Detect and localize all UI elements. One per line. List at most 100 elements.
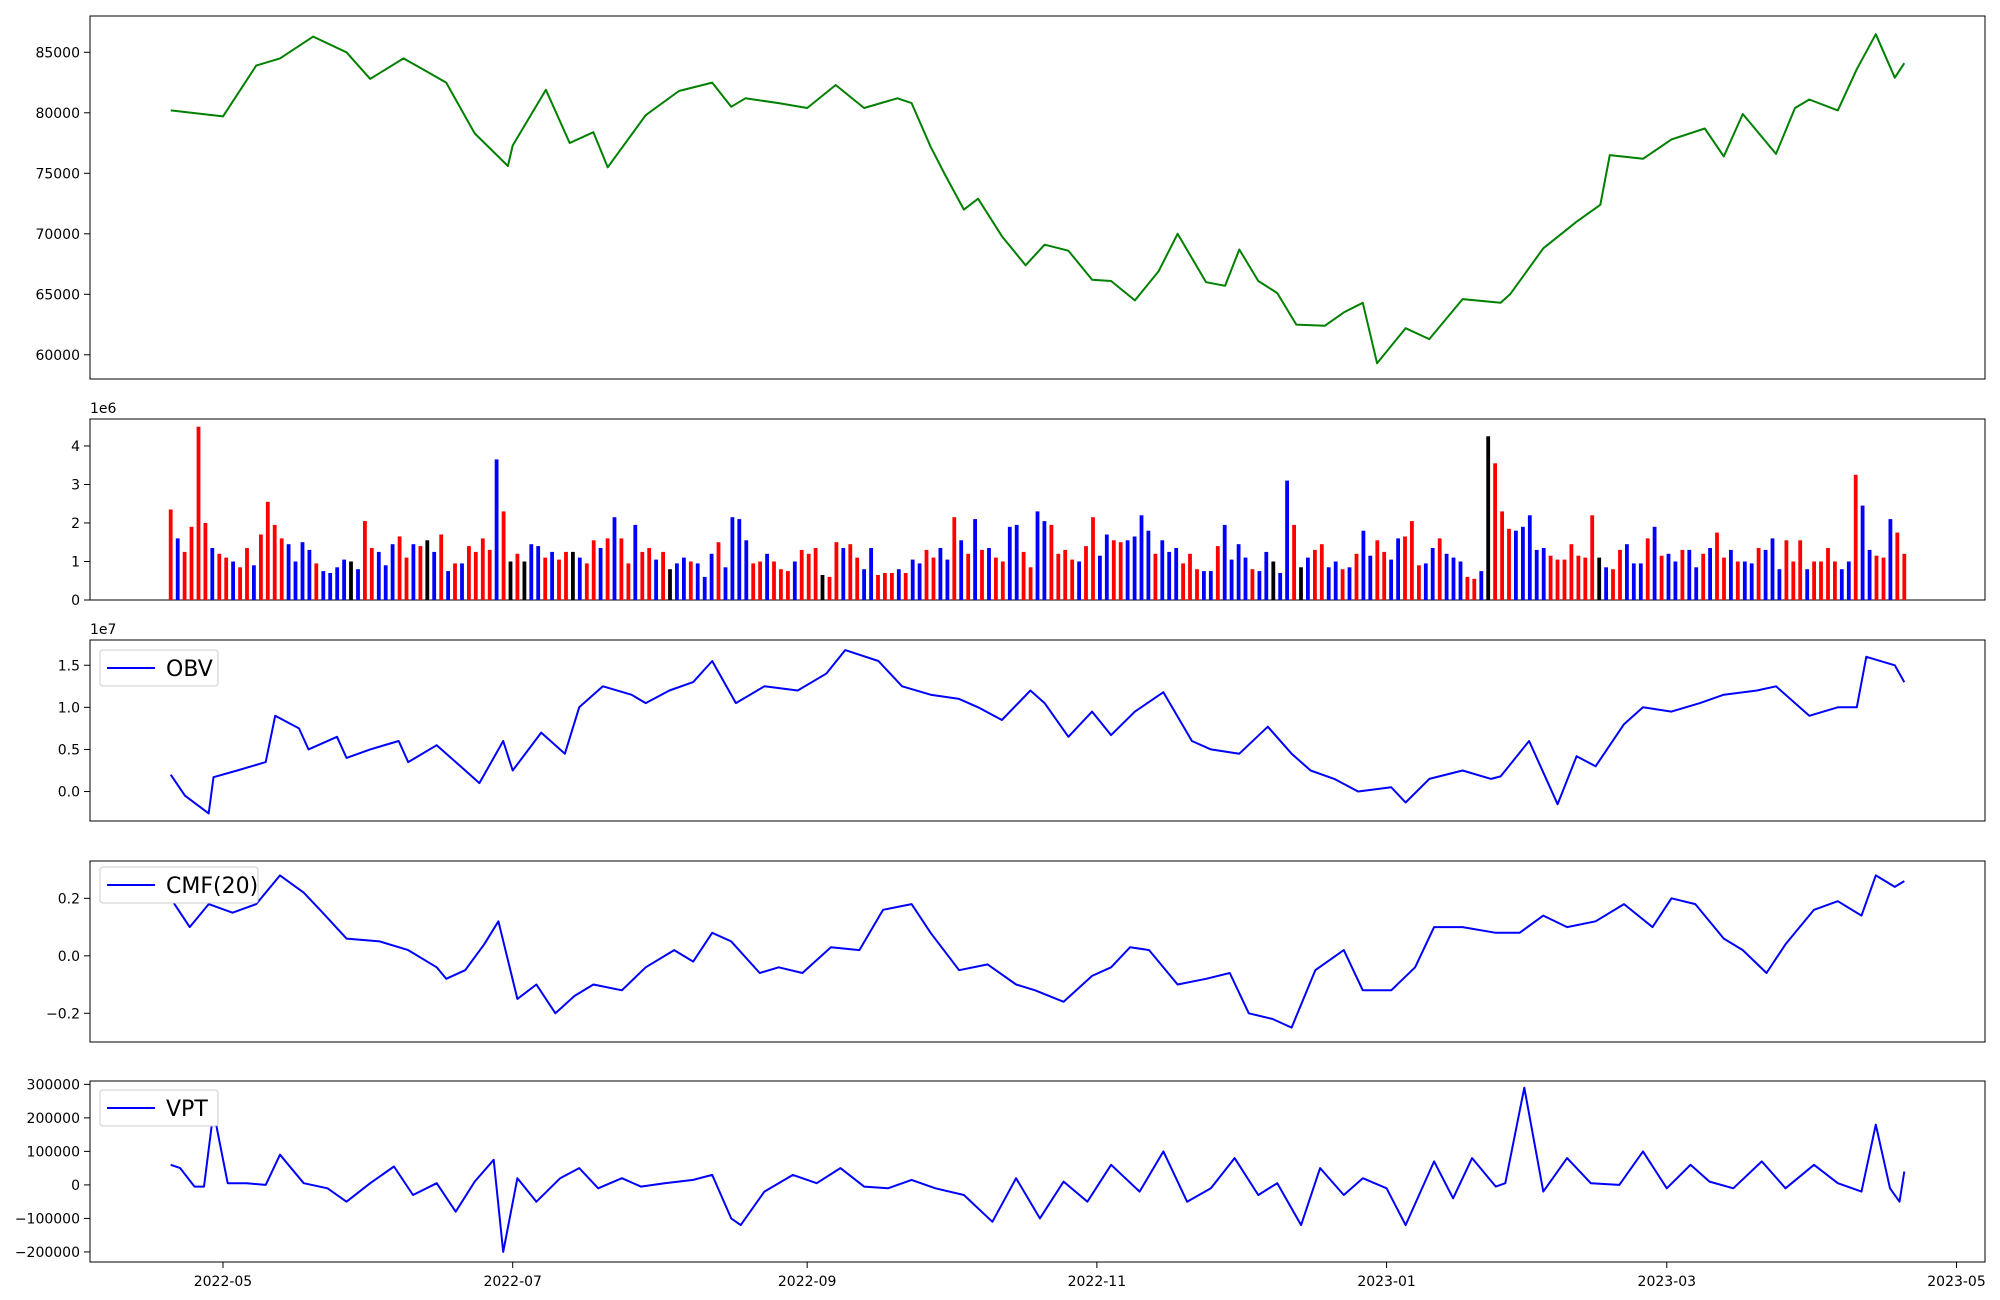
volume-bar xyxy=(1278,573,1283,600)
panel-0-ytick-label: 65000 xyxy=(35,287,80,303)
volume-bar xyxy=(848,544,853,600)
volume-bar xyxy=(841,548,846,600)
volume-bar xyxy=(1007,526,1012,600)
volume-bar xyxy=(598,548,603,600)
volume-bar xyxy=(1118,542,1123,600)
volume-bar xyxy=(363,521,367,600)
volume-bar xyxy=(1098,555,1102,600)
volume-bar xyxy=(1285,480,1289,600)
volume-bar xyxy=(675,563,679,600)
volume-bar xyxy=(709,553,714,600)
volume-bar xyxy=(661,551,665,600)
panel-cmf: −0.2 0.0 0.2 CMF(20) xyxy=(46,860,1986,1043)
obv-offset-label: 1e7 xyxy=(90,622,116,638)
volume-bar xyxy=(758,561,762,600)
volume-bar xyxy=(210,548,215,600)
panel-4-ytick-label: 100000 xyxy=(27,1144,80,1160)
volume-bar xyxy=(1153,553,1158,600)
volume-bar xyxy=(411,544,416,600)
volume-bar xyxy=(508,561,513,600)
volume-bar xyxy=(1479,571,1484,600)
volume-bar xyxy=(1514,530,1518,600)
volume-bar xyxy=(938,548,943,600)
volume-bar xyxy=(1756,548,1761,600)
volume-bar xyxy=(1292,524,1296,600)
volume-bar xyxy=(654,559,658,600)
volume-bar xyxy=(536,546,541,600)
series-line-vpt xyxy=(170,1086,1906,1253)
volume-bar xyxy=(1618,549,1622,600)
volume-bar xyxy=(1063,549,1068,600)
volume-bar xyxy=(404,557,409,600)
volume-bar xyxy=(1444,553,1449,600)
volume-bar xyxy=(1188,553,1192,600)
volume-bar xyxy=(1208,571,1213,600)
panel-2-ytick-label: 0.0 xyxy=(58,785,80,801)
x-tick-label: 2022-05 xyxy=(194,1274,253,1290)
volume-bar xyxy=(467,546,471,600)
volume-bar xyxy=(1562,559,1567,600)
volume-bar xyxy=(1423,563,1428,600)
volume-bar xyxy=(175,538,180,600)
panel-2-ytick-label: 0.5 xyxy=(58,742,80,758)
volume-bar xyxy=(1839,569,1844,600)
volume-bar xyxy=(1833,561,1837,600)
volume-bar xyxy=(1458,561,1463,600)
volume-bar xyxy=(1708,548,1712,600)
volume-bar xyxy=(1735,561,1740,600)
volume-bar xyxy=(1271,561,1276,600)
volume-bar xyxy=(453,563,457,600)
legend-cmf-label: CMF(20) xyxy=(166,874,258,899)
panel-obv-frame xyxy=(89,639,1986,822)
volume-bar xyxy=(896,569,901,600)
volume-bar xyxy=(1160,540,1165,600)
volume-bar xyxy=(168,509,173,600)
volume-bar xyxy=(855,557,860,600)
volume-bar xyxy=(973,519,977,600)
volume-bar xyxy=(1215,546,1220,600)
volume-bar xyxy=(1611,569,1615,600)
volume-bar xyxy=(342,559,346,600)
volume-bar xyxy=(869,548,873,600)
volume-bar xyxy=(1673,561,1678,600)
volume-bar xyxy=(1638,563,1643,600)
volume-bar xyxy=(349,561,353,600)
x-axis-ticks: 2022-05 2022-07 2022-09 2022-11 2023-01 2023-… xyxy=(194,1262,1986,1290)
volume-bar xyxy=(1590,515,1595,600)
volume-bar xyxy=(1264,551,1269,600)
volume-bar xyxy=(1139,515,1144,600)
volume-bar xyxy=(272,524,277,600)
panel-0-ytick-label: 80000 xyxy=(35,106,80,122)
volume-bar xyxy=(605,538,610,600)
volume-bar xyxy=(1389,559,1393,600)
volume-bar xyxy=(383,565,388,600)
volume-bar xyxy=(1784,540,1789,600)
volume-bar xyxy=(1077,561,1081,600)
volume-bar xyxy=(1028,567,1033,600)
volume-bar xyxy=(1895,532,1900,600)
volume-bar xyxy=(1819,561,1823,600)
volume-bar xyxy=(744,540,749,600)
volume-bar xyxy=(1777,569,1782,600)
volume-bar xyxy=(799,549,804,600)
panel-volume: 0 1 2 3 4 1e6 xyxy=(71,401,1986,609)
panel-1-ytick-label: 4 xyxy=(71,439,80,455)
volume-bar xyxy=(300,542,305,600)
panel-volume-yticks: 0 1 2 3 4 xyxy=(71,439,90,609)
volume-bar xyxy=(480,538,485,600)
volume-bar xyxy=(633,524,638,600)
volume-bar xyxy=(307,549,312,600)
volume-bar xyxy=(1111,540,1116,600)
volume-bar xyxy=(1701,553,1706,600)
volume-bar xyxy=(1826,548,1830,600)
volume-bar xyxy=(1666,553,1671,600)
volume-bar xyxy=(765,553,769,600)
volume-bar xyxy=(966,553,971,600)
volume-bar xyxy=(959,540,964,600)
volume-bar xyxy=(1403,536,1407,600)
panel-4-ytick-label: 0 xyxy=(71,1178,80,1194)
volume-bar xyxy=(612,517,617,600)
x-tick-label: 2023-01 xyxy=(1357,1274,1416,1290)
volume-bar xyxy=(1472,578,1477,600)
